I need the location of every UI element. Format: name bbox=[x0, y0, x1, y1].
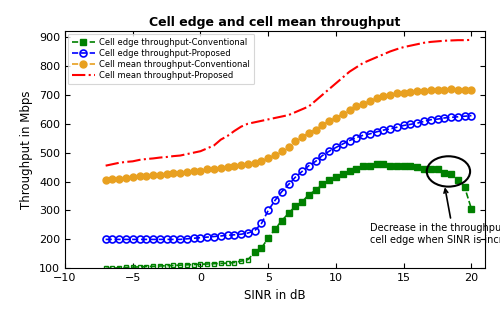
Cell edge throughput-Conventional bbox=[468, 207, 474, 211]
Cell mean throughput-Proposed bbox=[238, 125, 244, 129]
Cell edge throughput-Conventional bbox=[340, 173, 345, 176]
Cell mean throughput-Proposed bbox=[428, 40, 434, 44]
Title: Cell edge and cell mean throughput: Cell edge and cell mean throughput bbox=[150, 16, 400, 29]
Cell edge throughput-Proposed bbox=[102, 237, 108, 241]
Cell mean throughput-Proposed bbox=[468, 38, 474, 42]
Cell edge throughput-Conventional bbox=[394, 164, 400, 168]
Cell edge throughput-Conventional bbox=[380, 162, 386, 166]
Cell edge throughput-Conventional bbox=[265, 236, 271, 240]
Cell edge throughput-Conventional bbox=[408, 164, 414, 168]
Cell edge throughput-Conventional bbox=[455, 178, 461, 182]
Cell mean throughput-Proposed bbox=[170, 154, 176, 158]
Cell mean throughput-Proposed bbox=[102, 164, 108, 168]
Cell edge throughput-Conventional bbox=[387, 164, 393, 168]
Cell edge throughput-Proposed bbox=[144, 237, 150, 241]
Cell mean throughput-Conventional bbox=[190, 170, 196, 173]
Y-axis label: Throughput in Mbps: Throughput in Mbps bbox=[20, 90, 34, 209]
Cell mean throughput-Proposed bbox=[462, 38, 468, 42]
Cell edge throughput-Proposed bbox=[428, 118, 434, 122]
Cell edge throughput-Proposed bbox=[190, 236, 196, 240]
Cell edge throughput-Conventional bbox=[252, 251, 258, 254]
Cell edge throughput-Conventional bbox=[333, 175, 339, 179]
Cell edge throughput-Conventional bbox=[462, 185, 468, 189]
Line: Cell edge throughput-Conventional: Cell edge throughput-Conventional bbox=[252, 161, 474, 255]
Cell edge throughput-Proposed bbox=[170, 237, 176, 241]
Line: Cell edge throughput-Proposed: Cell edge throughput-Proposed bbox=[102, 112, 475, 243]
Text: Decrease in the throughput at the
cell edge when SINR is increased: Decrease in the throughput at the cell e… bbox=[370, 189, 500, 245]
Legend: Cell edge throughput-Conventional, Cell edge throughput-Proposed, Cell mean thro: Cell edge throughput-Conventional, Cell … bbox=[68, 34, 254, 84]
Cell edge throughput-Conventional bbox=[320, 183, 326, 186]
Cell mean throughput-Conventional bbox=[428, 89, 434, 92]
Cell edge throughput-Conventional bbox=[306, 193, 312, 197]
Cell edge throughput-Proposed bbox=[468, 114, 474, 118]
Cell mean throughput-Conventional bbox=[468, 89, 474, 92]
Cell edge throughput-Conventional bbox=[326, 178, 332, 182]
Cell edge throughput-Conventional bbox=[279, 219, 285, 222]
Cell edge throughput-Conventional bbox=[367, 164, 373, 168]
Cell edge throughput-Conventional bbox=[272, 227, 278, 231]
Cell edge throughput-Conventional bbox=[421, 167, 427, 170]
Cell edge throughput-Conventional bbox=[360, 164, 366, 168]
Cell mean throughput-Proposed bbox=[144, 157, 150, 161]
Cell edge throughput-Conventional bbox=[448, 173, 454, 176]
Cell mean throughput-Conventional bbox=[238, 163, 244, 167]
Cell mean throughput-Proposed bbox=[190, 151, 196, 154]
X-axis label: SINR in dB: SINR in dB bbox=[244, 289, 306, 302]
Cell edge throughput-Conventional bbox=[258, 246, 264, 250]
Cell edge throughput-Conventional bbox=[400, 164, 406, 168]
Cell edge throughput-Conventional bbox=[299, 200, 305, 204]
Cell edge throughput-Conventional bbox=[312, 188, 318, 192]
Cell mean throughput-Conventional bbox=[448, 87, 454, 91]
Cell edge throughput-Conventional bbox=[286, 212, 292, 215]
Cell edge throughput-Conventional bbox=[374, 162, 380, 166]
Cell edge throughput-Conventional bbox=[434, 167, 440, 170]
Cell mean throughput-Conventional bbox=[102, 178, 108, 182]
Cell mean throughput-Conventional bbox=[170, 172, 176, 175]
Cell edge throughput-Conventional bbox=[428, 167, 434, 170]
Cell edge throughput-Conventional bbox=[442, 171, 448, 175]
Cell edge throughput-Proposed bbox=[462, 114, 468, 118]
Line: Cell mean throughput-Conventional: Cell mean throughput-Conventional bbox=[102, 85, 475, 183]
Cell edge throughput-Proposed bbox=[238, 232, 244, 236]
Cell edge throughput-Conventional bbox=[414, 165, 420, 169]
Cell mean throughput-Conventional bbox=[144, 174, 150, 178]
Cell mean throughput-Conventional bbox=[462, 88, 468, 92]
Cell edge throughput-Conventional bbox=[346, 170, 352, 173]
Cell edge throughput-Conventional bbox=[354, 167, 360, 170]
Line: Cell mean throughput-Proposed: Cell mean throughput-Proposed bbox=[106, 40, 472, 166]
Cell edge throughput-Conventional bbox=[292, 204, 298, 208]
